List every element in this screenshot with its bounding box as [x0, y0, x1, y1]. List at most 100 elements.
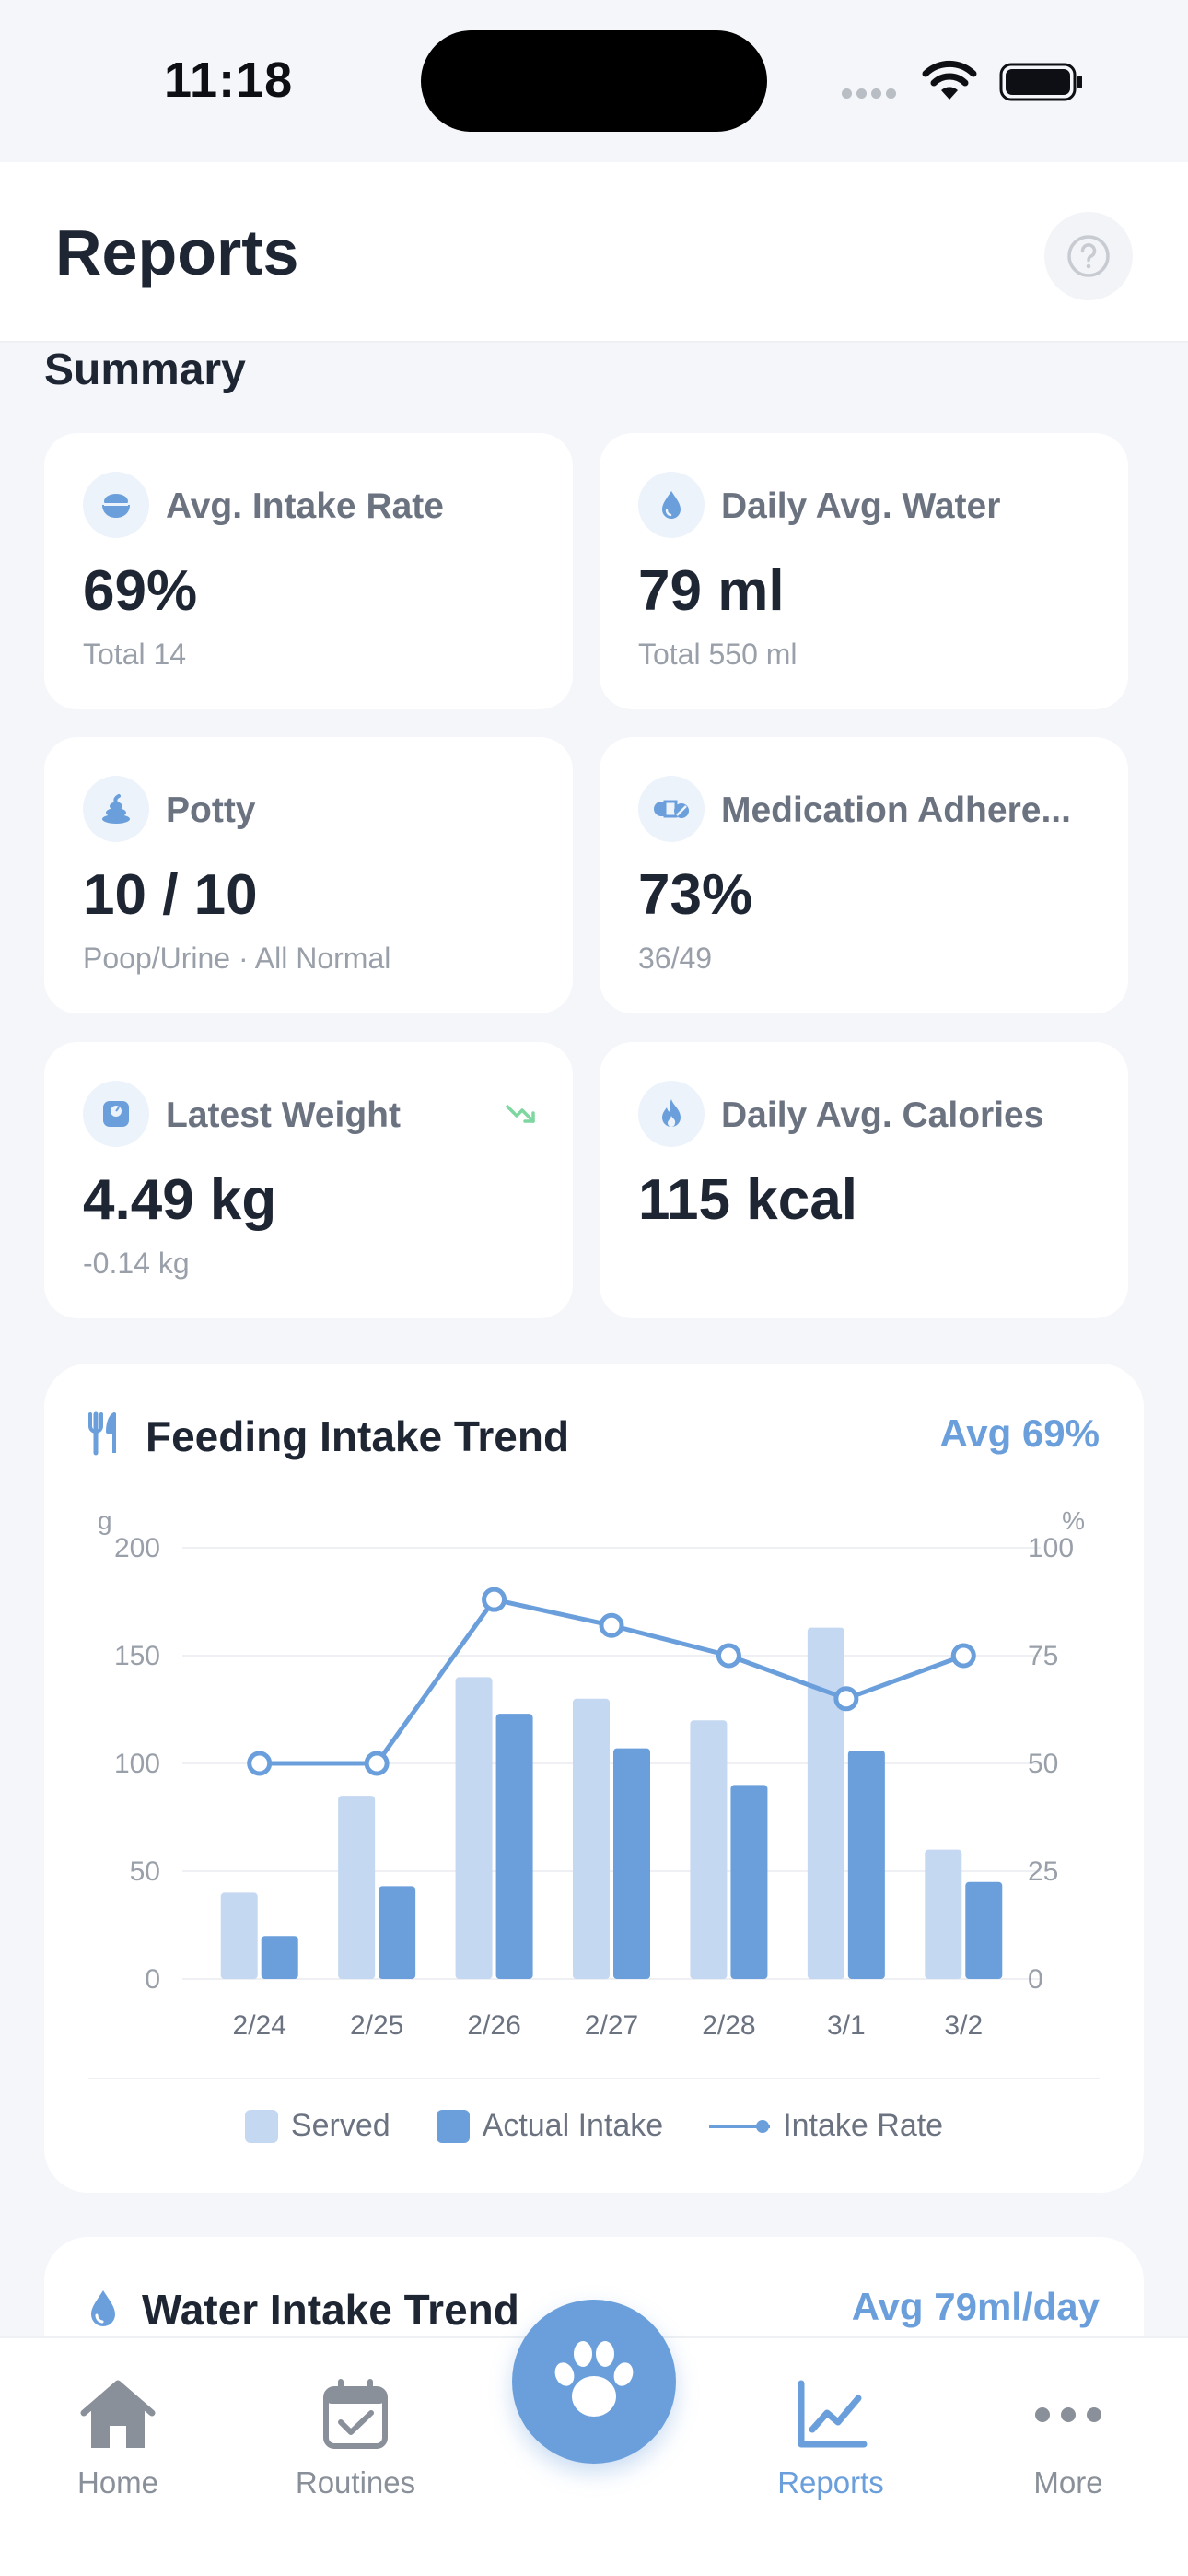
legend-rate-swatch	[709, 2119, 771, 2133]
y-tick-label: 200	[114, 1533, 160, 1563]
intake-rate-point	[833, 1686, 859, 1712]
y-tick-label: 0	[145, 1964, 160, 1995]
card-value: 4.49 kg	[83, 1168, 277, 1232]
chart-title: Feeding Intake Trend	[146, 1412, 570, 1460]
y2-tick-label: 100	[1028, 1533, 1074, 1563]
card-sub: 36/49	[638, 942, 713, 975]
feeding-chart: g % 0 50 100 150 200 0 25 50 75 100 2/24 2/25 2/26 2/…	[88, 1506, 1100, 2079]
x-tick-label: 3/2	[944, 2010, 983, 2041]
bar-served	[573, 1698, 610, 1979]
card-value: 115 kcal	[638, 1168, 857, 1232]
card-sub: -0.14 kg	[83, 1247, 190, 1280]
y-tick-label: 100	[114, 1749, 160, 1779]
card-label: Potty	[166, 790, 256, 830]
legend-rate[interactable]: Intake Rate	[709, 2108, 943, 2144]
y2-tick-label: 0	[1028, 1964, 1043, 1995]
card-label: Latest Weight	[166, 1095, 401, 1135]
bar-actual-intake	[847, 1750, 885, 1979]
chart-legend: Served Actual Intake Intake Rate	[44, 2108, 1144, 2144]
chart-title: Water Intake Trend	[142, 2286, 519, 2334]
card-potty[interactable]: Potty 10 / 10 Poop/Urine · All Normal	[44, 737, 573, 1013]
y-tick-label: 150	[114, 1641, 160, 1671]
scale-icon	[83, 1081, 149, 1147]
bar-served	[338, 1796, 376, 1979]
legend-served[interactable]: Served	[244, 2108, 390, 2144]
card-sub: Total 550 ml	[638, 638, 798, 671]
status-time: 11:18	[164, 53, 294, 108]
water-drop-icon	[638, 472, 705, 538]
card-value: 10 / 10	[83, 863, 258, 927]
summary-title: Summary	[44, 345, 246, 394]
tab-more[interactable]: More	[976, 2373, 1160, 2500]
x-tick-label: 2/26	[467, 2010, 520, 2041]
y2-tick-label: 25	[1028, 1856, 1058, 1887]
y2-tick-label: 75	[1028, 1641, 1058, 1671]
home-icon	[26, 2373, 210, 2456]
paw-icon	[554, 2341, 634, 2417]
help-icon	[1067, 235, 1110, 277]
card-label: Daily Avg. Calories	[721, 1095, 1044, 1135]
header: Reports	[0, 162, 1188, 343]
y2-tick-label: 50	[1028, 1749, 1058, 1779]
legend-label: Served	[290, 2108, 390, 2143]
bar-served	[807, 1627, 844, 1979]
pill-icon	[638, 776, 705, 842]
x-tick-label: 2/24	[233, 2010, 286, 2041]
battery-icon	[999, 63, 1082, 101]
y2-axis-unit: %	[1062, 1506, 1085, 1535]
intake-rate-point	[950, 1643, 976, 1669]
bar-actual-intake	[730, 1785, 768, 1979]
legend-label: Actual Intake	[482, 2108, 664, 2143]
intake-rate-point	[364, 1751, 390, 1776]
help-button[interactable]	[1044, 212, 1133, 300]
dynamic-island	[421, 30, 767, 132]
legend-served-swatch	[244, 2109, 278, 2143]
card-value: 79 ml	[638, 559, 785, 623]
chart-avg: Avg 79ml/day	[851, 2285, 1100, 2328]
card-label: Avg. Intake Rate	[166, 486, 444, 526]
card-daily-water[interactable]: Daily Avg. Water 79 ml Total 550 ml	[600, 433, 1128, 709]
fork-knife-icon	[88, 1411, 116, 1456]
y-axis-unit: g	[98, 1506, 112, 1535]
bar-served	[925, 1849, 962, 1979]
tab-label: Reports	[777, 2465, 884, 2500]
x-tick-label: 2/25	[350, 2010, 403, 2041]
paw-fab-button[interactable]	[512, 2300, 676, 2464]
x-tick-label: 3/1	[827, 2010, 866, 2041]
x-tick-label: 2/28	[702, 2010, 755, 2041]
x-tick-label: 2/27	[585, 2010, 638, 2041]
tab-label: Routines	[295, 2465, 416, 2500]
card-label: Medication Adhere...	[721, 790, 1071, 830]
card-label: Daily Avg. Water	[721, 486, 1001, 526]
card-value: 73%	[638, 863, 753, 927]
card-sub: Poop/Urine · All Normal	[83, 942, 391, 975]
chart-avg: Avg 69%	[939, 1411, 1100, 1455]
legend-actual-swatch	[436, 2109, 470, 2143]
bar-served	[690, 1720, 728, 1979]
card-medication[interactable]: Medication Adhere... 73% 36/49	[600, 737, 1128, 1013]
tab-label: More	[1033, 2465, 1103, 2500]
card-sub: Total 14	[83, 638, 187, 671]
bar-actual-intake	[613, 1748, 650, 1979]
card-daily-calories[interactable]: Daily Avg. Calories 115 kcal	[600, 1042, 1128, 1318]
water-drop-icon	[91, 2290, 115, 2326]
signal-icon	[842, 87, 901, 103]
poop-icon	[83, 776, 149, 842]
intake-rate-point	[247, 1751, 273, 1776]
card-avg-intake[interactable]: Avg. Intake Rate 69% Total 14	[44, 433, 573, 709]
intake-rate-point	[716, 1643, 741, 1669]
tab-reports[interactable]: Reports	[739, 2373, 923, 2500]
card-latest-weight[interactable]: Latest Weight 4.49 kg -0.14 kg	[44, 1042, 573, 1318]
tab-home[interactable]: Home	[26, 2373, 210, 2500]
flame-icon	[638, 1081, 705, 1147]
bowl-icon	[83, 472, 149, 538]
bar-actual-intake	[379, 1886, 416, 1979]
calendar-check-icon	[263, 2373, 448, 2456]
legend-actual[interactable]: Actual Intake	[436, 2108, 664, 2144]
bar-served	[455, 1677, 493, 1979]
tab-label: Home	[76, 2465, 159, 2500]
page-title: Reports	[55, 217, 299, 288]
legend-label: Intake Rate	[783, 2108, 944, 2143]
bar-actual-intake	[495, 1714, 533, 1979]
tab-routines[interactable]: Routines	[263, 2373, 448, 2500]
